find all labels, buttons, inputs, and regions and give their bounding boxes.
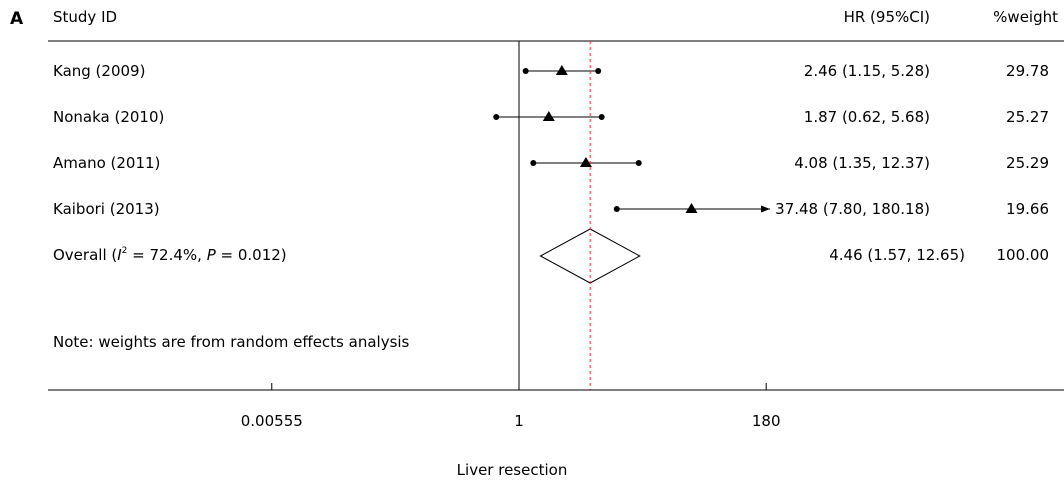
header-hr-ci: HR (95%CI) (844, 8, 930, 26)
ci-lower-dot (522, 68, 529, 74)
point-estimate-marker (579, 157, 592, 167)
point-estimate-marker (555, 65, 568, 75)
x-tick-label: 0.00555 (241, 412, 303, 430)
study-rows: Kang (2009) 2.46 (1.15, 5.28) 29.78 Nonaka … (53, 62, 1049, 218)
ci-lower-dot (613, 206, 620, 212)
ci-arrow (761, 205, 770, 213)
study-hr-ci: 1.87 (0.62, 5.68) (804, 108, 930, 126)
study-weight: 29.78 (1006, 62, 1049, 80)
overall-p-symbol: P (207, 246, 217, 264)
overall-weight: 100.00 (997, 246, 1050, 264)
ci-upper-dot (598, 114, 605, 120)
ci-upper-dot (635, 160, 642, 166)
study-weight: 25.27 (1006, 108, 1049, 126)
study-hr-ci: 2.46 (1.15, 5.28) (804, 62, 930, 80)
study-label: Nonaka (2010) (53, 108, 164, 126)
ci-lower-dot (493, 114, 500, 120)
header-study-id: Study ID (53, 8, 117, 26)
study-row: Nonaka (2010) 1.87 (0.62, 5.68) 25.27 (53, 108, 1049, 126)
overall-label-prefix: Overall ( (53, 246, 117, 264)
study-row: Kang (2009) 2.46 (1.15, 5.28) 29.78 (53, 62, 1049, 80)
study-label: Amano (2011) (53, 154, 160, 172)
study-row: Amano (2011) 4.08 (1.35, 12.37) 25.29 (53, 154, 1049, 172)
ci-upper-dot (595, 68, 602, 74)
x-tick-label: 180 (752, 412, 781, 430)
study-weight: 19.66 (1006, 200, 1049, 218)
study-hr-ci: 37.48 (7.80, 180.18) (775, 200, 930, 218)
point-estimate-marker (542, 111, 555, 121)
overall-i-symbol: I (117, 246, 122, 264)
overall-i-superscript: 2 (122, 246, 128, 256)
overall-row: Overall (I2 = 72.4%, P = 0.012) 4.46 (1.… (53, 228, 1050, 284)
overall-label-suffix: = 0.012) (216, 246, 287, 264)
study-label: Kaibori (2013) (53, 200, 160, 218)
overall-label: Overall (I2 = 72.4%, P = 0.012) (53, 246, 287, 264)
study-row: Kaibori (2013) 37.48 (7.80, 180.18) 19.66 (53, 200, 1049, 218)
point-estimate-marker (685, 203, 698, 213)
x-axis-label: Liver resection (457, 461, 568, 479)
study-hr-ci: 4.08 (1.35, 12.37) (794, 154, 930, 172)
ci-lower-dot (530, 160, 537, 166)
overall-hr-ci: 4.46 (1.57, 12.65) (829, 246, 965, 264)
overall-diamond (539, 228, 641, 284)
overall-label-mid: = 72.4%, (127, 246, 206, 264)
x-axis-ticks: 0.00555 1 180 (241, 383, 781, 430)
panel-label: A (10, 9, 24, 29)
note-text: Note: weights are from random effects an… (53, 333, 410, 351)
study-weight: 25.29 (1006, 154, 1049, 172)
x-tick-label: 1 (514, 412, 524, 430)
study-label: Kang (2009) (53, 62, 145, 80)
header-weight: %weight (993, 8, 1058, 26)
